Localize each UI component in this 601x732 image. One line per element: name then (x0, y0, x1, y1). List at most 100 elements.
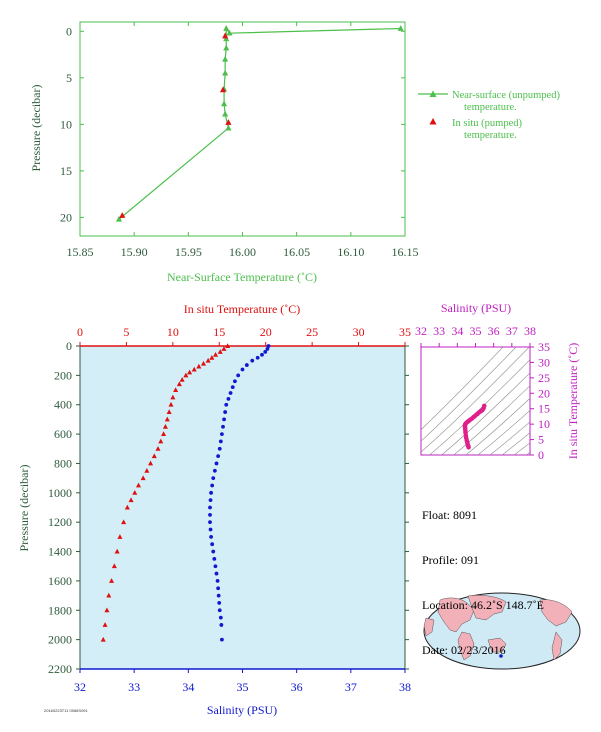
temperature-point (140, 475, 146, 481)
salinity-point (223, 410, 228, 414)
salinity-point (219, 623, 224, 627)
p3-xtick-label: 38 (524, 324, 536, 338)
pumped-marker (119, 212, 126, 218)
density-contour (421, 347, 530, 453)
temperature-point (170, 394, 176, 400)
p2-sal-tick-label: 35 (237, 680, 249, 694)
temperature-point (124, 504, 130, 510)
temperature-point (132, 490, 138, 495)
salinity-point (217, 601, 222, 605)
p1-ytick-label: 5 (66, 71, 72, 85)
density-contour (477, 409, 530, 455)
legend-pumped-label: In situ (pumped) (452, 118, 522, 129)
p3-ytick-label: 20 (538, 386, 550, 400)
unpumped-temperature-line (118, 26, 401, 220)
p2-ytick-label: 1000 (48, 486, 72, 500)
salinity-point (220, 432, 224, 436)
p2-temp-tick-label: 0 (77, 325, 83, 339)
temperature-point (128, 497, 134, 503)
unpumped-marker (223, 25, 230, 31)
salinity-point (211, 476, 216, 481)
temperature-point (161, 431, 167, 437)
unpumped-marker (397, 25, 404, 31)
salinity-point (214, 461, 219, 466)
p2-ytick-label: 400 (54, 398, 72, 412)
p1-xtick-label: 15.95 (175, 245, 202, 259)
temperature-point (104, 607, 110, 613)
temperature-point (179, 376, 185, 382)
p3-xtick-label: 32 (415, 324, 427, 338)
p2-ytick-label: 1400 (48, 545, 72, 559)
density-contour (465, 397, 530, 455)
salinity-point (263, 349, 268, 354)
salinity-point (266, 344, 271, 348)
salinity-point (250, 358, 255, 363)
p3-xtick-label: 34 (451, 324, 463, 338)
p2-temp-tick-label: 25 (306, 325, 318, 339)
date: Date: 02/23/2016 (422, 643, 506, 657)
p1-ylabel: Pressure (decibar) (29, 85, 43, 172)
salinity-point (230, 385, 235, 390)
p1-ytick-label: 10 (60, 117, 72, 131)
unpumped-marker (226, 29, 233, 36)
unpumped-marker (222, 55, 229, 62)
unpumped-marker (115, 215, 123, 222)
temperature-point (217, 349, 223, 354)
salinity-point (260, 352, 264, 357)
salinity-point (216, 593, 221, 598)
pumped-marker (225, 119, 232, 125)
p3-xtick-label: 35 (470, 324, 482, 338)
temperature-point (148, 460, 154, 466)
salinity-point (228, 391, 233, 395)
salinity-point (233, 379, 237, 384)
p3-ytick-label: 35 (538, 340, 550, 354)
salinity-point (244, 363, 249, 367)
density-contour (453, 385, 530, 455)
density-contour (489, 421, 530, 455)
temperature-point (164, 416, 170, 422)
p1-xtick-label: 16.10 (337, 245, 364, 259)
temperature-point (221, 346, 227, 351)
p1-ytick-label: 15 (60, 164, 72, 178)
p2-ytick-label: 2000 (48, 633, 72, 647)
p3-xtick-label: 36 (488, 324, 500, 338)
temperature-point (168, 401, 174, 407)
p3-ytick-label: 25 (538, 371, 550, 385)
salinity-point (215, 579, 220, 583)
p2-ytick-label: 800 (54, 456, 72, 470)
p3-ytick-label: 10 (538, 417, 550, 431)
p3-ytick-label: 5 (538, 433, 544, 447)
temperature-point (155, 445, 161, 451)
temperature-point (109, 578, 115, 583)
salinity-point (218, 439, 223, 444)
p2-temp-tick-label: 20 (260, 325, 272, 339)
temperature-point (183, 372, 189, 378)
salinity-point (224, 402, 229, 407)
legend-unpumped-label-2: temperature. (464, 102, 517, 113)
p2-ylabel: Pressure (decibar) (17, 465, 31, 552)
location: Location: 46.2˚S 148.7˚E (422, 598, 544, 612)
temperature-point (121, 519, 127, 525)
salinity-point (240, 367, 245, 372)
temperature-point (144, 467, 150, 473)
p1-xtick-label: 15.90 (121, 245, 148, 259)
p2-sal-tick-label: 32 (74, 680, 86, 694)
p3-ytick-label: 15 (538, 402, 550, 416)
salinity-point (212, 556, 217, 561)
salinity-point (208, 505, 212, 510)
float-id: Float: 8091 (422, 508, 478, 522)
p2-temp-tick-label: 35 (399, 325, 411, 339)
p2-temp-axis-label: In situ Temperature (˚C) (184, 302, 301, 316)
salinity-point (208, 527, 213, 532)
salinity-point (220, 637, 224, 642)
p3-ytick-label: 30 (538, 355, 550, 369)
unpumped-marker (222, 110, 229, 117)
temperature-point (213, 352, 219, 357)
salinity-point (208, 512, 212, 517)
salinity-point (218, 615, 223, 620)
salinity-point (222, 417, 226, 422)
unpumped-marker (222, 69, 229, 76)
legend-pumped-label-2: temperature. (464, 130, 517, 141)
temperature-point (117, 534, 123, 539)
